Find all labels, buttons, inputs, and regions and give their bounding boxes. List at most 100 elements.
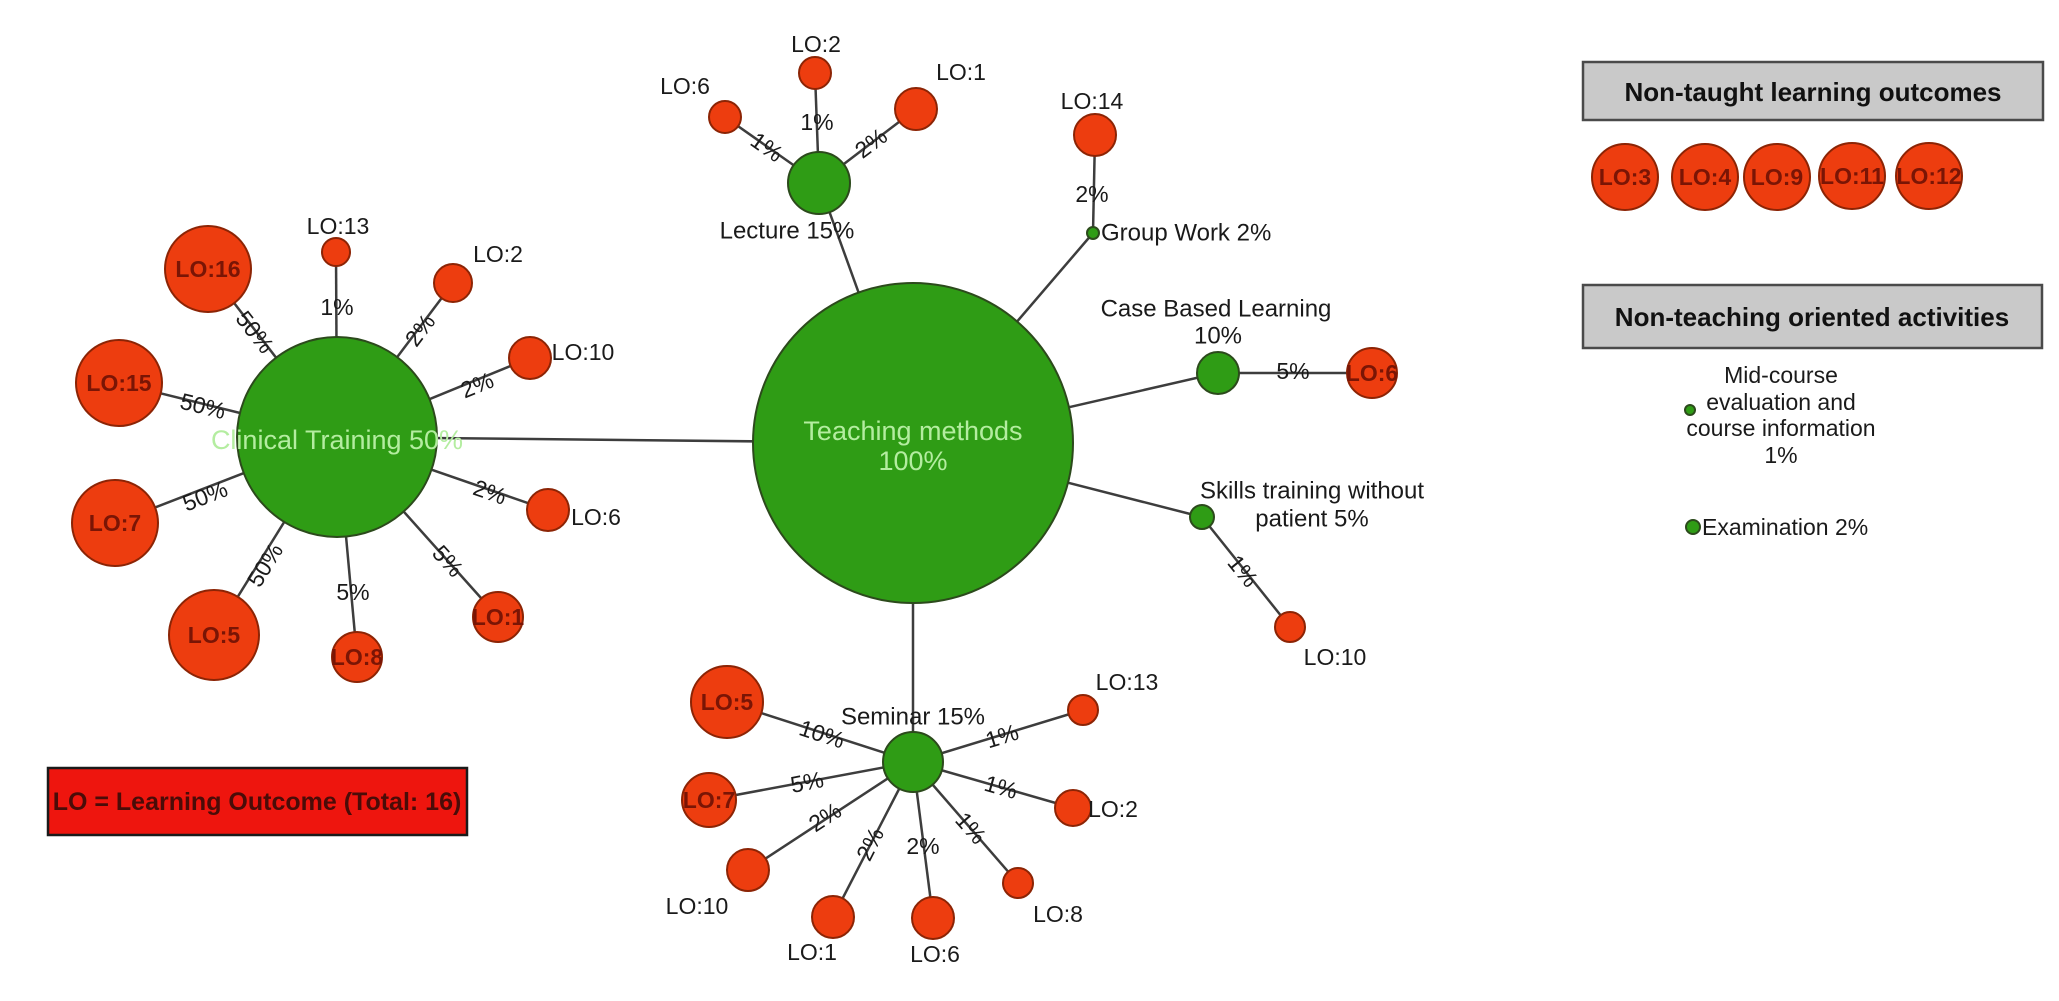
lecture-lo1-pct: 2% <box>850 123 892 164</box>
non-taught-lo9-label: LO:9 <box>1751 164 1803 190</box>
legend: LO = Learning Outcome (Total: 16) <box>46 766 469 837</box>
seminar-lo13-node <box>1067 694 1099 726</box>
seminar-lo1-label: LO:1 <box>787 939 837 965</box>
legend-box <box>46 766 469 837</box>
seminar-lo10-pct: 2% <box>804 797 846 837</box>
seminar-lo1-pct: 2% <box>851 823 889 864</box>
non-teaching-panel: Non-teaching oriented activities Mid-cou… <box>1581 283 2044 540</box>
lecture-lo6-pct: 1% <box>746 127 788 167</box>
lecture-lo1-node <box>894 87 938 131</box>
examination-label: Examination 2% <box>1702 514 1868 540</box>
edge-seminar-lo7 <box>708 760 914 802</box>
non-taught-lo11-node <box>1818 142 1886 210</box>
clinical-lo8-node <box>331 631 383 683</box>
clinical-lo1-label: LO:1 <box>472 604 525 630</box>
clinical-lo7-label: LO:7 <box>89 510 141 536</box>
skills-lo10-node <box>1274 611 1306 643</box>
lecture-lo2-node <box>798 56 832 90</box>
edge-skills-lo10 <box>1201 516 1291 628</box>
lecture-lo6-node <box>708 100 742 134</box>
casebased-lo6-node <box>1346 347 1398 399</box>
clinical-training-title: Clinical Training 50% <box>211 425 463 455</box>
non-taught-lo11-label: LO:11 <box>1820 163 1884 189</box>
lecture-node <box>787 151 851 215</box>
clinical-lo16-pct: 50% <box>231 306 280 358</box>
groupwork-lo14-label: LO:14 <box>1061 88 1124 114</box>
non-taught-lo3-node <box>1591 143 1659 211</box>
seminar-lo8-label: LO:8 <box>1033 901 1083 927</box>
non-teaching-header-title: Non-teaching oriented activities <box>1615 302 2009 332</box>
clinical-lo13-pct: 1% <box>320 294 353 320</box>
skills-lo10-label: LO:10 <box>1304 644 1367 670</box>
seminar-lo2-pct: 1% <box>981 770 1020 804</box>
clinical-lo10-pct: 2% <box>457 367 498 404</box>
clinical-lo16-label: LO:16 <box>175 256 240 282</box>
seminar-lo2-label: LO:2 <box>1088 796 1138 822</box>
skills-title-line1: Skills training without <box>1200 478 1424 505</box>
examination-dot <box>1685 519 1701 535</box>
clinical-lo15-pct: 50% <box>178 388 229 424</box>
seminar-lo5-label: LO:5 <box>701 689 754 715</box>
clinical-lo15-label: LO:15 <box>86 370 151 396</box>
mid-course-line3: course information <box>1686 415 1875 441</box>
seminar-lo7-pct: 5% <box>788 766 826 798</box>
case-based-learning-node <box>1196 351 1240 395</box>
seminar-lo6-node <box>911 896 955 940</box>
teaching-methods-title-line2: 100% <box>878 446 947 476</box>
mid-course-line1: Mid-course <box>1724 362 1838 388</box>
non-taught-lo3-label: LO:3 <box>1599 164 1651 190</box>
casebased-lo6-label: LO:6 <box>1346 360 1398 386</box>
lecture-title: Lecture 15% <box>720 218 855 245</box>
clinical-lo7-pct: 50% <box>179 476 231 517</box>
non-teaching-header-box <box>1581 283 2044 350</box>
clinical-lo13-node <box>321 237 351 267</box>
teaching-methods-title-line1: Teaching methods <box>803 416 1022 446</box>
clinical-lo5-pct: 50% <box>242 539 288 592</box>
non-taught-lo12-node <box>1895 142 1963 210</box>
groupwork-lo14-pct: 2% <box>1075 181 1108 207</box>
groupwork-lo14-node <box>1073 113 1117 157</box>
clinical-lo10-node <box>508 336 552 380</box>
seminar-lo7-label: LO:7 <box>683 787 735 813</box>
seminar-lo13-pct: 1% <box>982 719 1021 754</box>
clinical-lo7-node <box>71 479 159 567</box>
clinical-lo16-node <box>164 225 252 313</box>
clinical-lo8-pct: 5% <box>336 579 369 605</box>
non-taught-panel: Non-taught learning outcomes LO:3 LO:4 L… <box>1581 60 2045 211</box>
seminar-lo2-node <box>1054 789 1092 827</box>
non-taught-lo4-node <box>1671 143 1739 211</box>
group-work-title: Group Work 2% <box>1101 220 1271 247</box>
clinical-lo10-label: LO:10 <box>552 339 615 365</box>
lecture-lo2-pct: 1% <box>800 109 833 135</box>
clinical-lo13-label: LO:13 <box>307 213 370 239</box>
clinical-lo6-label: LO:6 <box>571 504 621 530</box>
non-taught-lo12-label: LO:12 <box>1896 163 1961 189</box>
case-based-title-line1: Case Based Learning <box>1101 296 1332 323</box>
seminar-lo6-pct: 2% <box>906 833 939 859</box>
lecture-lo6-label: LO:6 <box>660 73 710 99</box>
mid-course-dot <box>1684 404 1696 416</box>
group-work-node <box>1086 226 1100 240</box>
teaching-methods-node <box>752 282 1074 604</box>
non-taught-lo9-node <box>1743 143 1811 211</box>
mid-course-line2: evaluation and <box>1706 389 1856 415</box>
non-taught-header-box <box>1581 60 2045 122</box>
nodes <box>71 56 1398 940</box>
clinical-lo6-pct: 2% <box>470 474 510 509</box>
skills-title-line2: patient 5% <box>1255 506 1368 533</box>
clinical-lo5-node <box>168 589 260 681</box>
lecture-lo2-label: LO:2 <box>791 31 841 57</box>
skills-training-node <box>1189 504 1215 530</box>
casebased-lo6-pct: 5% <box>1276 358 1309 384</box>
clinical-training-node <box>236 336 438 538</box>
legend-text: LO = Learning Outcome (Total: 16) <box>53 788 462 816</box>
case-based-title-line2: 10% <box>1194 323 1242 350</box>
clinical-lo6-node <box>526 488 570 532</box>
non-taught-header-title: Non-taught learning outcomes <box>1625 77 2002 107</box>
seminar-lo10-label: LO:10 <box>666 893 729 919</box>
seminar-lo13-label: LO:13 <box>1096 669 1159 695</box>
seminar-lo5-node <box>690 665 764 739</box>
seminar-lo10-node <box>726 848 770 892</box>
seminar-lo1-node <box>811 895 855 939</box>
